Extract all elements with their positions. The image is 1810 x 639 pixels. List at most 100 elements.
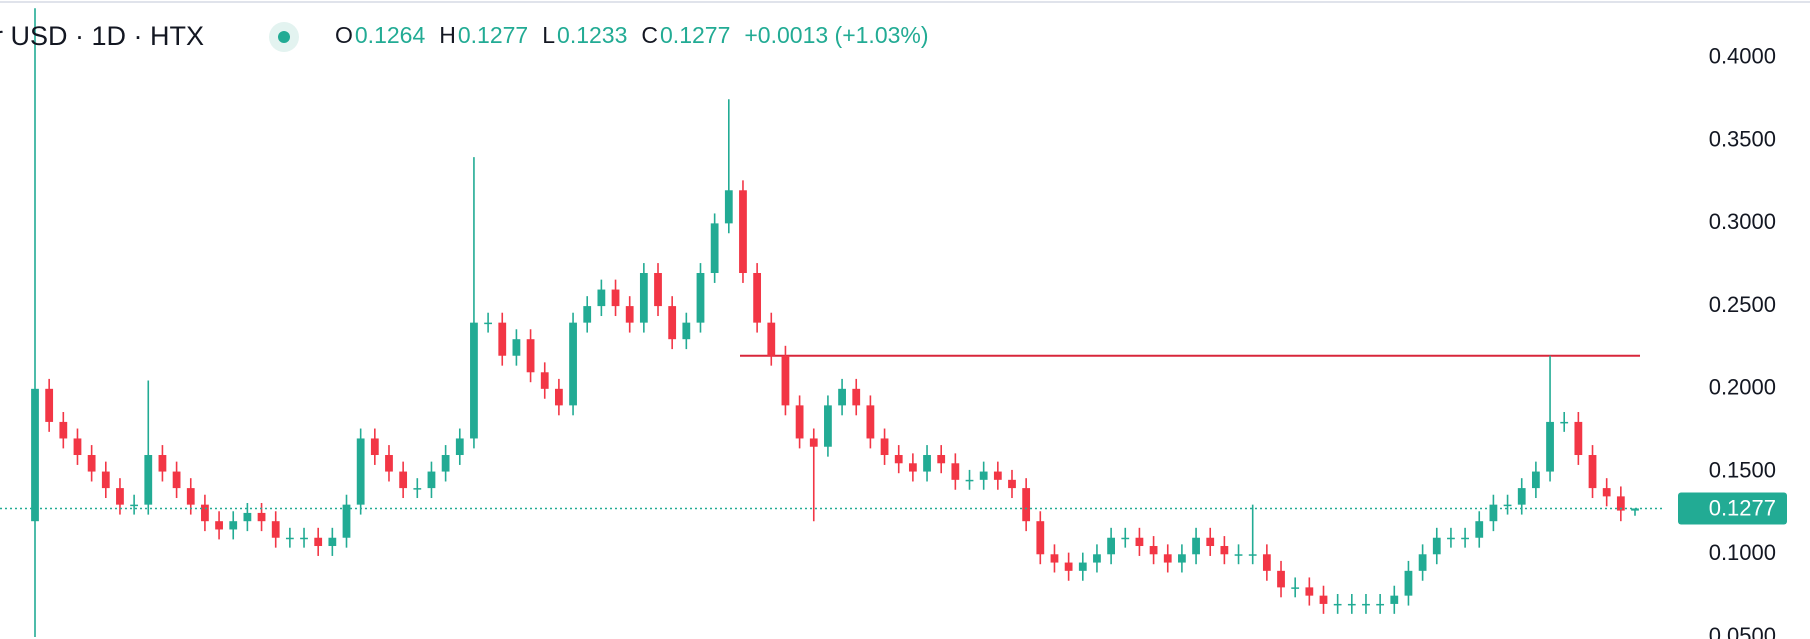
legend-change: +0.0013 (+1.03%) <box>744 22 928 48</box>
candle-body <box>1475 521 1484 538</box>
candle-body <box>1022 488 1031 522</box>
candle-body <box>87 455 96 472</box>
candle-body <box>271 521 280 538</box>
legend-value: 0.1264 <box>355 22 426 48</box>
candle-body <box>229 521 238 530</box>
legend-key: H <box>439 22 456 48</box>
y-tick-label: 0.3500 <box>1709 126 1776 151</box>
plot-area <box>0 8 1665 638</box>
candle-body <box>1560 421 1569 424</box>
candle-body <box>385 455 393 472</box>
candle-body <box>526 339 535 373</box>
candle-body <box>31 388 39 522</box>
y-tick-label: 0.2500 <box>1709 292 1776 317</box>
last-price-box <box>1678 492 1787 525</box>
candle-body <box>852 388 861 406</box>
candle-body <box>625 306 634 323</box>
candle-body <box>158 455 167 472</box>
legend-value: 0.1277 <box>660 22 730 48</box>
candle-body <box>243 512 252 522</box>
candle-body <box>1602 488 1611 497</box>
candle-body <box>838 388 846 406</box>
candle-body <box>1277 570 1285 588</box>
candle-body <box>1220 546 1229 555</box>
candle-body <box>413 488 422 490</box>
candle-body <box>1234 554 1243 556</box>
candle-body <box>470 322 478 439</box>
candle-body <box>45 388 54 422</box>
candle-body <box>1121 537 1130 540</box>
candle-body <box>639 273 648 323</box>
candle-body <box>668 306 677 340</box>
candle-body <box>1616 496 1625 511</box>
legend-key: O <box>335 22 353 48</box>
candle-body <box>300 537 308 540</box>
candle-body <box>399 471 408 489</box>
candle-body <box>1036 521 1045 555</box>
candle-body <box>880 438 889 456</box>
candle-body <box>1531 471 1540 489</box>
y-tick-label: 0.0500 <box>1709 623 1776 639</box>
candle-body <box>1404 570 1413 596</box>
candle-body <box>1149 546 1158 555</box>
candle-body <box>59 421 68 439</box>
candle-body <box>1078 562 1087 571</box>
candle-body <box>597 289 606 307</box>
candle-body <box>172 471 181 489</box>
candle-body <box>186 488 195 505</box>
candle-body <box>1107 537 1115 555</box>
candle-body <box>1050 554 1059 563</box>
candle-body <box>1093 554 1101 563</box>
candle-body <box>1376 603 1385 606</box>
candle-body <box>767 322 776 356</box>
legend-key: C <box>641 22 658 48</box>
legend-value: 0.1233 <box>557 22 627 48</box>
candle-body <box>781 355 790 406</box>
candle-body <box>101 471 110 489</box>
candle-body <box>696 273 705 323</box>
candle-body <box>1291 587 1300 589</box>
candle-body <box>908 463 917 472</box>
candle-body <box>866 405 875 439</box>
candle-body <box>1163 554 1172 563</box>
candle-body <box>1319 595 1328 604</box>
candle-body <box>1135 537 1144 547</box>
candle-body <box>795 405 804 439</box>
candle-body <box>328 537 337 547</box>
candle-body <box>1008 479 1016 489</box>
candle-body <box>1390 595 1399 604</box>
candle-body <box>484 322 492 325</box>
candle-body <box>540 372 549 389</box>
candle-body <box>1489 504 1498 522</box>
candle-body <box>201 504 209 522</box>
candle-body <box>1574 421 1583 456</box>
candle-body <box>951 463 960 480</box>
legend-value: 0.1277 <box>458 22 528 48</box>
candle-body <box>710 223 719 274</box>
candle-body <box>257 512 266 522</box>
candle-body <box>116 488 124 505</box>
candle-body <box>824 405 832 447</box>
candle-body <box>937 455 946 464</box>
candle-body <box>555 388 563 406</box>
y-tick-label: 0.3000 <box>1709 209 1776 234</box>
candle-body <box>356 438 365 505</box>
candle-body <box>144 455 153 505</box>
candle-body <box>1517 488 1526 505</box>
candle-body <box>215 521 223 530</box>
candle-body <box>314 537 323 547</box>
candle-body <box>342 504 351 538</box>
candle-body <box>809 438 818 447</box>
candle-body <box>1178 554 1186 563</box>
candle-body <box>1631 508 1639 511</box>
candle-body <box>923 455 931 472</box>
last-price-label: 0.1277 <box>1709 495 1776 520</box>
candle-body <box>1362 603 1370 606</box>
candle-body <box>569 322 577 406</box>
candle-body <box>993 471 1002 480</box>
candle-body <box>739 190 747 274</box>
candle-body <box>1206 537 1215 547</box>
candle-body <box>1347 603 1356 606</box>
